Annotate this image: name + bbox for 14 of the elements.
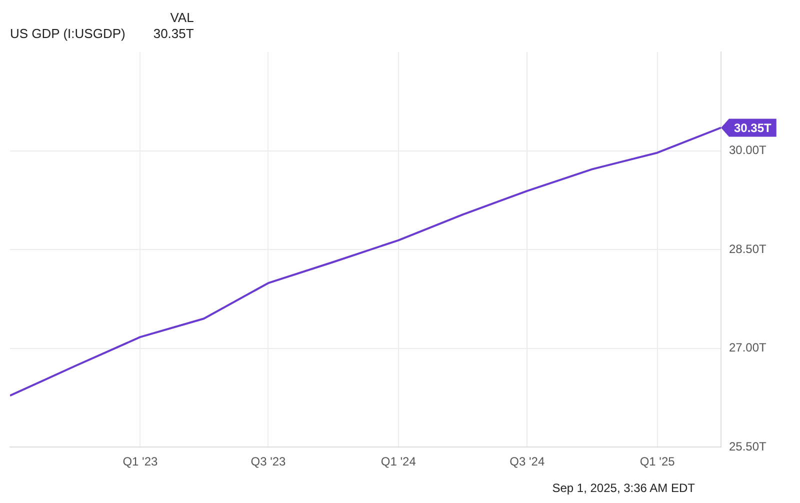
x-tick-label: Q3 '23	[250, 454, 286, 469]
legend-title: VAL	[169, 10, 195, 26]
text: 30.35T	[153, 26, 194, 41]
y-tick-label: 28.50T	[729, 242, 768, 256]
x-tick-label: Q3 '24	[510, 454, 545, 469]
x-tick-label: Q1 '24	[380, 454, 416, 469]
x-tick-label: Q1 '25	[640, 454, 676, 469]
data-label: 30.35T	[734, 121, 772, 136]
x-tick-label: Q1 '23	[122, 454, 158, 469]
text: US GDP (I:USGDP)	[10, 26, 126, 42]
text: Sep 1, 2025, 3:36 AM EDT	[552, 481, 695, 495]
y-tick-label: 25.50T	[729, 439, 768, 454]
y-tick-label: 27.00T	[729, 340, 768, 355]
y-tick-label: 30.00T	[729, 143, 768, 158]
